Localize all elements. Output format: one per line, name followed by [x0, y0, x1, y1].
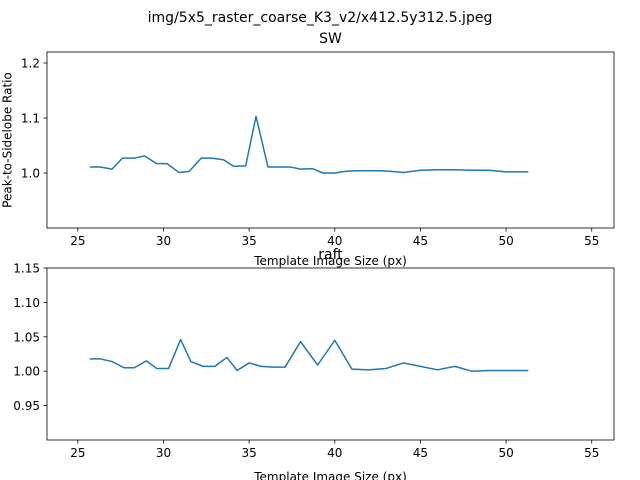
y-tick-label: 1.0 [21, 167, 40, 181]
x-tick-label: 25 [70, 234, 85, 248]
y-tick-label: 1.15 [13, 262, 40, 276]
series-line [89, 115, 529, 174]
x-axis-label: Template Image Size (px) [253, 254, 407, 268]
x-tick-label: 30 [156, 234, 171, 248]
y-tick-label: 0.95 [13, 399, 40, 413]
axes-frame [46, 267, 615, 441]
y-tick-label: 1.00 [13, 365, 40, 379]
x-tick-label: 50 [498, 446, 513, 460]
subplot-title: raft [318, 247, 343, 263]
y-tick-label: 1.10 [13, 296, 40, 310]
y-tick-label: 1.05 [13, 330, 40, 344]
x-tick-label: 30 [156, 446, 171, 460]
y-tick-label: 1.1 [21, 112, 40, 126]
y-tick-label: 1.2 [21, 57, 40, 71]
y-axis-label: Peak-to-Sidelobe Ratio [1, 72, 15, 208]
x-tick-label: 35 [241, 446, 256, 460]
subplot-sw: 25 30 35 40 45 50 55 1.0 1.1 1.2 SW Template Image … [1, 31, 615, 268]
x-tick-label: 40 [327, 446, 342, 460]
x-axis-label: Template Image Size (px) [253, 470, 407, 480]
x-tick-label: 45 [413, 446, 428, 460]
series-line [89, 338, 529, 372]
figure-suptitle: img/5x5_raster_coarse_K3_v2/x412.5y312.5… [148, 10, 493, 26]
x-tick-label: 25 [70, 446, 85, 460]
x-tick-label: 50 [498, 234, 513, 248]
subplot-title: SW [319, 31, 342, 47]
subplot-raft: 25 30 35 40 45 50 550.951.001.051.101.15raftTe… [13, 247, 615, 480]
axes-frame [46, 51, 615, 229]
x-tick-label: 55 [584, 234, 599, 248]
x-tick-label: 55 [584, 446, 599, 460]
x-tick-label: 35 [241, 234, 256, 248]
x-tick-label: 45 [413, 234, 428, 248]
x-tick-label: 40 [327, 234, 342, 248]
